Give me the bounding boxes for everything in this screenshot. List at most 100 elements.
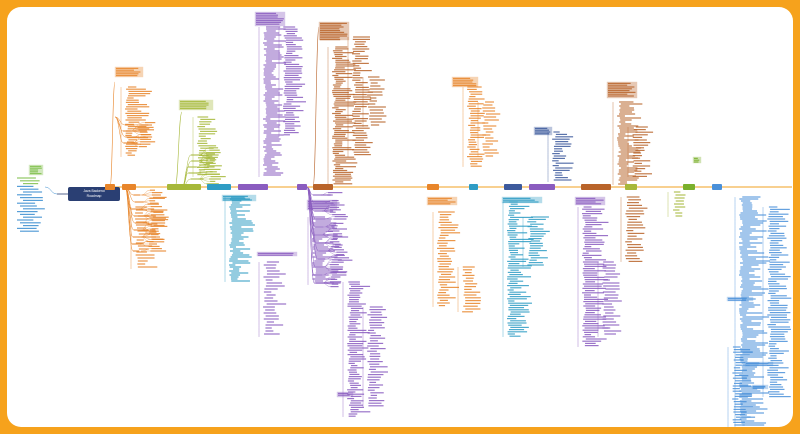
leaf-node[interactable]: [332, 84, 342, 86]
leaf-node[interactable]: [438, 268, 455, 270]
leaf-node[interactable]: [634, 162, 642, 164]
leaf-node[interactable]: [465, 297, 481, 299]
leaf-node[interactable]: [350, 406, 364, 408]
leaf-node[interactable]: [265, 330, 274, 332]
leaf-node[interactable]: [368, 368, 376, 370]
leaf-node[interactable]: [350, 314, 361, 316]
leaf-node[interactable]: [350, 402, 362, 404]
leaf-node[interactable]: [619, 165, 627, 167]
leaf-node[interactable]: [732, 377, 747, 379]
left-list-item[interactable]: [20, 180, 40, 182]
left-list-item[interactable]: [23, 216, 42, 218]
leaf-node[interactable]: [137, 126, 154, 128]
leaf-node[interactable]: [367, 332, 376, 334]
leaf-node[interactable]: [369, 324, 382, 326]
leaf-node[interactable]: [555, 177, 568, 179]
note-text-line[interactable]: [576, 201, 596, 203]
leaf-node[interactable]: [470, 160, 483, 162]
leaf-node[interactable]: [313, 248, 334, 250]
leaf-node[interactable]: [602, 321, 617, 323]
leaf-node[interactable]: [582, 283, 603, 285]
leaf-node[interactable]: [605, 312, 614, 314]
leaf-node[interactable]: [620, 181, 627, 183]
sub-topic[interactable]: [315, 266, 324, 268]
leaf-node[interactable]: [348, 376, 362, 378]
leaf-node[interactable]: [349, 323, 361, 325]
leaf-node[interactable]: [232, 224, 255, 226]
note-text-line[interactable]: [223, 199, 252, 201]
leaf-node[interactable]: [618, 135, 634, 137]
leaf-node[interactable]: [312, 252, 327, 254]
leaf-node[interactable]: [470, 136, 485, 138]
leaf-node[interactable]: [266, 166, 278, 168]
leaf-node[interactable]: [332, 236, 349, 238]
leaf-node[interactable]: [485, 101, 494, 103]
leaf-node[interactable]: [768, 235, 785, 237]
leaf-node[interactable]: [769, 228, 780, 230]
note-text-line[interactable]: [728, 299, 747, 301]
leaf-node[interactable]: [584, 265, 607, 267]
leaf-node[interactable]: [139, 131, 148, 133]
leaf-node[interactable]: [603, 315, 621, 317]
leaf-node[interactable]: [312, 278, 336, 280]
leaf-node[interactable]: [312, 264, 323, 266]
leaf-node[interactable]: [508, 221, 517, 223]
leaf-node[interactable]: [617, 125, 639, 127]
leaf-node[interactable]: [349, 351, 358, 353]
leaf-node[interactable]: [470, 163, 478, 165]
leaf-node[interactable]: [438, 292, 447, 294]
leaf-node[interactable]: [332, 74, 339, 77]
note-text-line[interactable]: [30, 173, 42, 175]
leaf-node[interactable]: [125, 130, 147, 132]
note-text-line[interactable]: [30, 169, 39, 171]
leaf-node[interactable]: [740, 226, 751, 228]
leaf-node[interactable]: [739, 304, 761, 306]
leaf-node[interactable]: [582, 254, 602, 256]
leaf-node[interactable]: [349, 332, 370, 334]
leaf-node[interactable]: [229, 222, 253, 224]
note-text-line[interactable]: [535, 129, 549, 131]
leaf-node[interactable]: [150, 210, 164, 212]
leaf-node[interactable]: [740, 356, 763, 358]
leaf-node[interactable]: [602, 318, 614, 320]
leaf-node[interactable]: [348, 316, 362, 318]
leaf-node[interactable]: [508, 247, 525, 249]
leaf-node[interactable]: [437, 258, 451, 260]
sub-topic[interactable]: [123, 142, 138, 144]
leaf-node[interactable]: [332, 50, 343, 52]
topic-node[interactable]: [207, 184, 231, 190]
leaf-node[interactable]: [770, 331, 788, 333]
leaf-node[interactable]: [203, 166, 215, 168]
leaf-node[interactable]: [554, 148, 563, 150]
leaf-node[interactable]: [508, 329, 525, 331]
leaf-node[interactable]: [735, 364, 750, 366]
leaf-node[interactable]: [370, 335, 381, 337]
leaf-node[interactable]: [332, 175, 352, 177]
left-list-item[interactable]: [20, 213, 35, 215]
leaf-node[interactable]: [329, 211, 336, 213]
leaf-node[interactable]: [284, 57, 303, 59]
note-text-line[interactable]: [256, 18, 284, 20]
leaf-node[interactable]: [602, 264, 617, 266]
note-text-line[interactable]: [116, 67, 139, 69]
leaf-node[interactable]: [263, 68, 275, 70]
leaf-node[interactable]: [739, 358, 748, 360]
leaf-node[interactable]: [232, 236, 249, 238]
leaf-node[interactable]: [510, 254, 524, 256]
leaf-node[interactable]: [231, 216, 238, 218]
leaf-node[interactable]: [205, 155, 213, 157]
note-text-line[interactable]: [116, 75, 138, 77]
leaf-node[interactable]: [263, 124, 281, 126]
leaf-node[interactable]: [355, 106, 367, 108]
left-list-item[interactable]: [20, 230, 39, 232]
leaf-node[interactable]: [585, 210, 602, 212]
sub-topic[interactable]: [132, 236, 140, 238]
leaf-node[interactable]: [127, 97, 134, 99]
leaf-node[interactable]: [207, 165, 222, 167]
leaf-node[interactable]: [353, 101, 368, 103]
leaf-node[interactable]: [199, 171, 207, 173]
note-text-line[interactable]: [320, 33, 348, 35]
leaf-node[interactable]: [509, 291, 527, 293]
leaf-node[interactable]: [329, 264, 339, 266]
leaf-node[interactable]: [439, 219, 450, 221]
